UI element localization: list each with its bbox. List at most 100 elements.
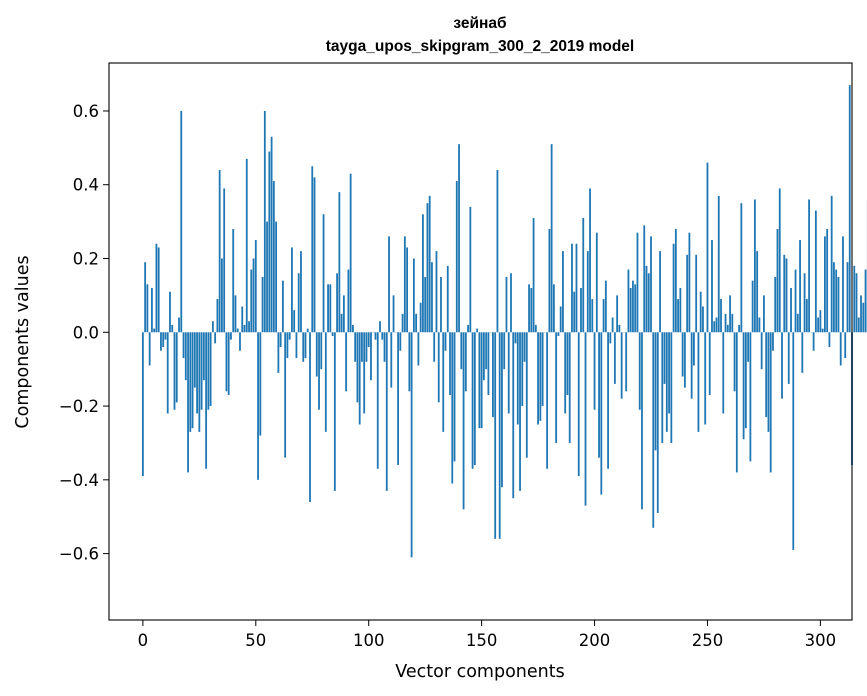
bar-259 <box>726 324 729 333</box>
bar-272 <box>756 251 759 333</box>
bar-108 <box>385 332 388 491</box>
bar-254 <box>715 317 718 333</box>
bar-285 <box>785 258 788 333</box>
bar-93 <box>352 324 354 333</box>
bar-266 <box>742 332 745 440</box>
bar-127 <box>428 195 431 333</box>
bar-51 <box>257 332 259 480</box>
bar-205 <box>604 280 607 333</box>
bar-145 <box>469 206 472 333</box>
bar-149 <box>478 332 481 429</box>
bar-150 <box>480 332 483 429</box>
bar-125 <box>424 276 427 333</box>
bar-277 <box>767 332 770 432</box>
bar-156 <box>494 332 497 539</box>
bar-249 <box>704 332 707 425</box>
bar-263 <box>735 332 738 473</box>
x-axis-ticks: 0 50 100 150 200 250 300 <box>138 620 836 650</box>
bar-89 <box>342 295 345 333</box>
bar-115 <box>401 313 404 333</box>
bar-316 <box>855 273 858 333</box>
bar-297 <box>812 332 815 351</box>
bar-233 <box>668 332 670 414</box>
bar-313 <box>848 85 851 333</box>
bar-253 <box>713 321 716 333</box>
bar-295 <box>808 199 810 333</box>
bar-6 <box>155 243 158 333</box>
bar-131 <box>437 332 440 403</box>
bar-248 <box>702 306 704 333</box>
bar-300 <box>819 310 822 333</box>
bar-219 <box>636 232 639 333</box>
bar-307 <box>835 269 838 333</box>
bar-188 <box>566 332 569 395</box>
bar-73 <box>306 328 309 333</box>
bar-317 <box>857 317 860 333</box>
bar-81 <box>324 332 327 432</box>
bar-226 <box>652 332 655 528</box>
bar-39 <box>230 332 232 340</box>
bar-206 <box>607 332 609 469</box>
bar-155 <box>492 332 494 418</box>
bar-0 <box>141 332 144 477</box>
bar-12 <box>169 291 171 333</box>
bar-216 <box>629 288 632 333</box>
bar-228 <box>656 332 659 514</box>
bar-54 <box>263 110 266 333</box>
bar-209 <box>613 332 616 384</box>
bar-43 <box>239 332 241 351</box>
bar-210 <box>616 295 619 333</box>
bar-137 <box>451 332 454 484</box>
bar-9 <box>162 332 165 348</box>
bar-252 <box>711 240 713 333</box>
bar-33 <box>216 299 219 333</box>
bar-251 <box>708 332 711 395</box>
bar-2 <box>146 284 149 333</box>
bar-320 <box>864 269 867 333</box>
bar-232 <box>665 332 668 432</box>
bar-134 <box>444 332 447 351</box>
bar-107 <box>383 332 386 362</box>
bar-70 <box>300 251 302 333</box>
bar-48 <box>250 269 253 333</box>
bar-303 <box>826 228 829 333</box>
bar-211 <box>618 324 621 333</box>
bar-19 <box>184 332 187 381</box>
bar-72 <box>304 332 307 359</box>
bar-101 <box>370 332 372 381</box>
bar-148 <box>476 328 479 333</box>
bar-215 <box>627 269 630 333</box>
bar-129 <box>433 332 436 362</box>
bar-59 <box>275 221 278 333</box>
bar-243 <box>690 332 693 399</box>
bar-24 <box>196 332 198 414</box>
bar-52 <box>259 332 262 436</box>
bars-group <box>141 85 867 558</box>
bar-88 <box>340 313 343 333</box>
bar-231 <box>663 332 666 384</box>
bar-224 <box>647 273 650 333</box>
bar-69 <box>297 273 300 333</box>
bar-282 <box>778 188 781 333</box>
bar-38 <box>227 332 230 395</box>
bar-105 <box>379 321 381 333</box>
bar-240 <box>683 332 686 388</box>
bar-284 <box>783 254 786 333</box>
bar-301 <box>821 328 824 333</box>
bar-78 <box>318 332 320 410</box>
bar-208 <box>611 317 614 333</box>
x-tick-label-0: 0 <box>138 631 149 650</box>
bar-312 <box>846 262 849 333</box>
bar-91 <box>347 269 350 333</box>
bar-117 <box>406 247 409 333</box>
bar-267 <box>744 332 747 429</box>
bar-57 <box>270 136 273 333</box>
bar-75 <box>311 166 314 333</box>
bar-133 <box>442 332 445 432</box>
bar-304 <box>828 332 831 348</box>
bar-241 <box>686 254 689 333</box>
plot-frame <box>108 62 853 621</box>
y-tick-label-0: −0.6 <box>59 545 99 564</box>
bar-61 <box>279 332 282 348</box>
bar-32 <box>214 332 217 344</box>
